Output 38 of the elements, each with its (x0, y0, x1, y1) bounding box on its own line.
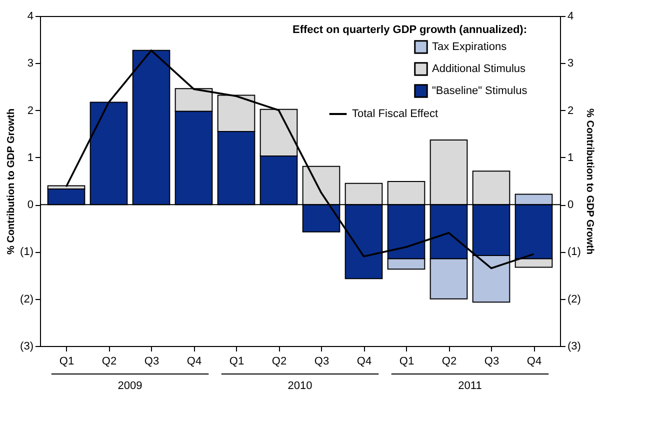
legend-label: "Baseline" Stimulus (432, 85, 528, 97)
x-tick-label: Q4 (356, 356, 372, 368)
legend-label: Total Fiscal Effect (352, 108, 438, 120)
x-tick-label: Q3 (314, 356, 330, 368)
x-tick-label: Q4 (526, 356, 542, 368)
legend-label: Additional Stimulus (432, 63, 526, 75)
y-tick-label: (1) (20, 246, 34, 258)
x-tick-label: Q4 (186, 356, 202, 368)
text: 2011 (458, 380, 482, 392)
y2-tick-label: 2 (568, 104, 574, 117)
x-tick-label: Q3 (484, 356, 500, 368)
y-tick-label: 4 (27, 10, 34, 22)
text: 2009 (118, 380, 142, 392)
y-tick-label: 1 (27, 152, 34, 164)
y-tick-label: 3 (27, 58, 34, 70)
x-tick-label: Q1 (59, 356, 74, 368)
x-tick-label: Q2 (272, 356, 287, 368)
y2-tick-label: (3) (568, 340, 581, 352)
x-tick-label: Q2 (442, 356, 457, 368)
y-tick-label: (2) (20, 293, 34, 306)
y-axis-title: % Contribution to GDP Growth (6, 108, 18, 254)
y2-tick-label: 1 (568, 152, 574, 164)
y2-tick-label: 0 (568, 199, 574, 212)
x-tick-label: Q3 (144, 356, 160, 368)
y-tick-label: 2 (27, 104, 34, 117)
y-tick-label: (3) (20, 340, 34, 352)
y2-tick-label: (1) (568, 246, 581, 258)
legend-title: Effect on quarterly GDP growth (annualized): (292, 24, 527, 36)
y2-tick-label: 3 (568, 58, 574, 70)
x-tick-label: Q1 (399, 356, 414, 368)
y2-tick-label: 4 (568, 10, 574, 22)
y-tick-label: 0 (27, 199, 34, 212)
legend-label: Tax Expirations (432, 41, 508, 53)
y2-tick-label: (2) (568, 293, 581, 306)
x-tick-label: Q2 (102, 356, 117, 368)
text: 2010 (288, 380, 312, 392)
x-tick-label: Q1 (229, 356, 244, 368)
y2-axis-title: % Contribution to GDP Growth (584, 108, 595, 254)
